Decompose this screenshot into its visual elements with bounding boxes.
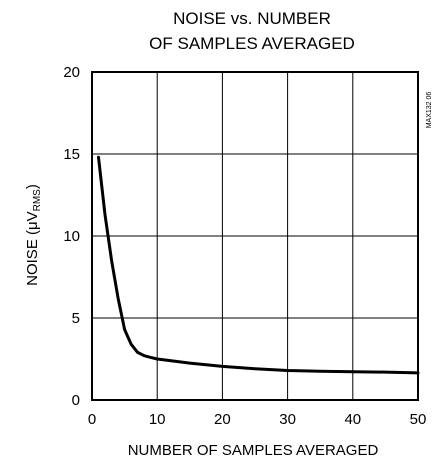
x-tick-label: 50 (410, 411, 427, 428)
x-tick-label: 20 (214, 411, 231, 428)
x-tick-label: 30 (279, 411, 296, 428)
x-tick-label: 10 (149, 411, 166, 428)
y-tick-labels: 0 5 10 15 20 (63, 64, 80, 409)
chart-title-line2: OF SAMPLES AVERAGED (149, 34, 355, 53)
y-tick-label: 20 (63, 64, 80, 81)
y-axis-title: NOISE (μVRMS) (24, 184, 43, 286)
plot-frame (91, 71, 419, 401)
side-label: MAX132 06 (426, 92, 433, 129)
y-tick-label: 15 (63, 146, 80, 163)
x-axis-title: NUMBER OF SAMPLES AVERAGED (128, 442, 379, 459)
y-tick-label: 0 (72, 392, 80, 409)
chart-title-line1: NOISE vs. NUMBER (173, 9, 331, 28)
x-tick-labels: 0 10 20 30 40 50 (88, 411, 427, 428)
x-tick-label: 0 (88, 411, 96, 428)
y-tick-label: 5 (72, 310, 80, 327)
y-tick-label: 10 (63, 228, 80, 245)
noise-curve (97, 155, 420, 375)
grid-lines (91, 71, 419, 401)
x-tick-label: 40 (344, 411, 361, 428)
